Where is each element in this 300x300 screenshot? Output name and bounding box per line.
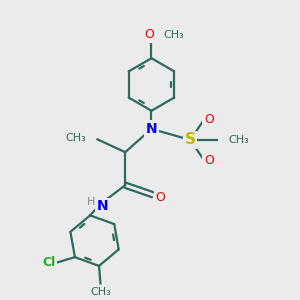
Text: O: O <box>204 154 214 167</box>
Text: N: N <box>97 200 108 214</box>
Text: O: O <box>144 28 154 41</box>
Text: Cl: Cl <box>43 256 56 269</box>
Text: N: N <box>146 122 157 136</box>
Text: CH₃: CH₃ <box>90 286 111 297</box>
Text: H: H <box>87 197 95 207</box>
Text: O: O <box>155 191 165 204</box>
Text: CH₃: CH₃ <box>164 30 184 40</box>
Text: O: O <box>204 113 214 126</box>
Text: CH₃: CH₃ <box>66 133 86 143</box>
Text: S: S <box>185 132 196 147</box>
Text: CH₃: CH₃ <box>229 135 250 145</box>
